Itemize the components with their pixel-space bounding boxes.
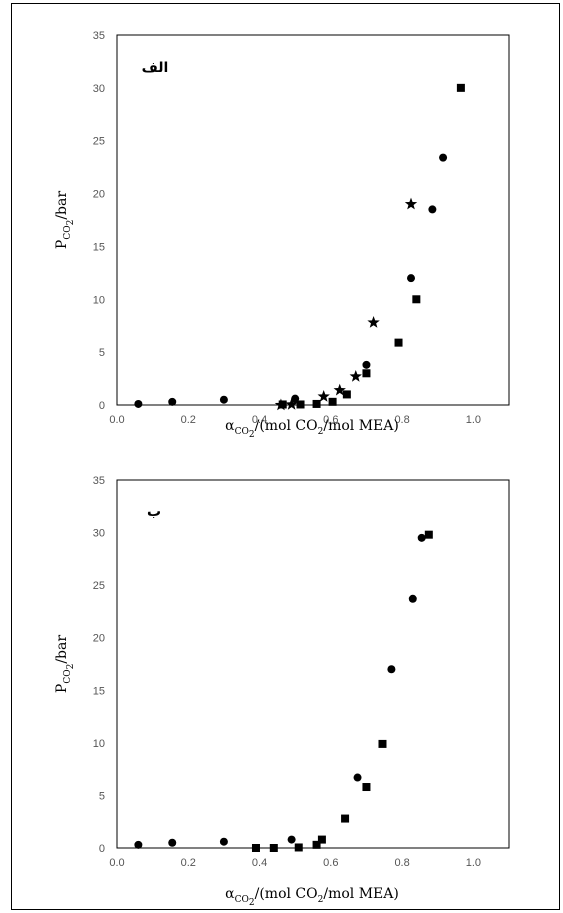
y-tick-label: 25 [93,136,105,148]
square-point [251,844,260,852]
data-points [134,530,433,852]
circle-point [168,397,177,406]
figure-frame [11,3,560,910]
x-tick-label: 0.8 [394,414,409,426]
y-tick-labels: 0 5 10 15 20 25 30 35 [93,30,105,412]
circle-point [134,840,143,849]
x-tick-label: 0.2 [181,414,196,426]
star-point [367,316,380,328]
x-tick-label: 0.4 [252,857,267,869]
y-tick-label: 35 [93,30,105,42]
y-tick-label: 20 [93,633,105,645]
square-point [294,843,303,852]
y-tick-label: 5 [99,790,105,802]
star-point [274,398,288,411]
y-axis-title: PCO2/bar [54,635,76,693]
circle-point [287,835,296,844]
square-point [412,295,421,304]
x-tick-label: 0.0 [109,414,124,426]
y-tick-label: 30 [93,83,105,95]
y-tick-label: 5 [99,347,105,359]
y-axis-title: PCO2/bar [54,191,76,249]
panel-label-alef: الف [142,60,169,76]
circle-point [219,395,228,404]
y-tick-label: 15 [93,685,105,697]
x-tick-label: 0.2 [181,857,196,869]
y-tick-label: 10 [93,294,105,306]
square-point [456,83,465,92]
y-tick-label: 0 [99,843,105,855]
square-point [341,814,350,823]
circle-point [387,665,396,674]
square-point [296,400,305,409]
plot-area-border [116,34,510,406]
plot-area-border [116,479,510,849]
star-point [285,397,298,410]
y-tick-label: 20 [93,189,105,201]
circle-point [168,838,177,847]
circle-point [219,837,228,846]
star-point [333,383,346,396]
x-tick-label: 0.0 [109,857,124,869]
circle-point [428,205,437,214]
x-tick-label: 0.4 [252,414,267,426]
star-point [317,390,330,402]
square-point [269,844,278,852]
circle-point [134,399,143,408]
square-point [328,397,337,406]
data-points [134,83,465,411]
y-tick-label: 15 [93,241,105,253]
square-point [362,783,371,792]
x-axis-title: αCO2/(mol CO2/mol MEA) [225,886,399,908]
square-point [362,369,371,378]
x-tick-label: 1.0 [466,414,481,426]
y-tick-labels: 0 5 10 15 20 25 30 35 [93,475,105,855]
chart-panel-alef: الف 0.0 0.2 0.4 0.6 0.8 1.0 0 5 10 15 20 25 30 35 αC… [54,30,510,440]
star-point [404,197,418,210]
y-tick-label: 10 [93,738,105,750]
circle-point [407,274,415,283]
x-axis-title: αCO2/(mol CO2/mol MEA) [225,418,399,440]
x-tick-labels: 0.0 0.2 0.4 0.6 0.8 1.0 [109,414,481,426]
circle-point [362,360,371,369]
square-point [312,840,321,849]
y-tick-label: 30 [93,528,105,540]
x-tick-label: 1.0 [466,857,481,869]
square-point [312,399,321,408]
circle-point [353,773,362,782]
x-tick-label: 0.6 [323,414,338,426]
chart-panel-be: ب 0.0 0.2 0.4 0.6 0.8 1.0 0 5 10 15 20 25 30 35 αCO2… [54,475,510,908]
panel-label-be: ب [147,504,161,520]
square-point [394,338,403,347]
circle-point [408,594,417,603]
square-point [424,530,433,539]
x-tick-labels: 0.0 0.2 0.4 0.6 0.8 1.0 [109,857,481,869]
y-tick-label: 35 [93,475,105,487]
square-point [378,739,387,748]
circle-point [439,153,448,162]
star-point [349,369,362,382]
circle-point [417,533,426,542]
y-tick-label: 0 [99,400,105,412]
x-tick-label: 0.6 [323,857,338,869]
square-point [317,835,326,844]
y-tick-label: 25 [93,580,105,592]
square-point [342,390,351,399]
x-tick-label: 0.8 [394,857,409,869]
